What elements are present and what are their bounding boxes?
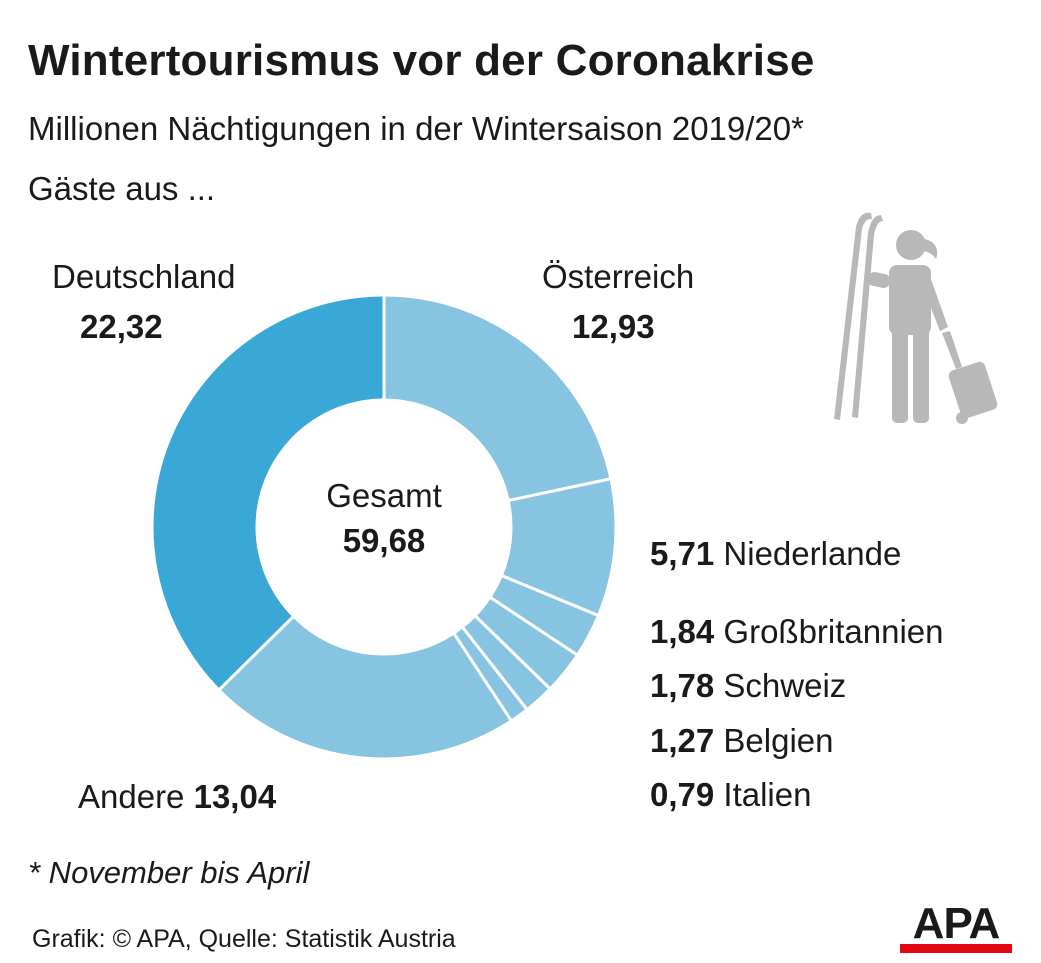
- legend-name: Schweiz: [723, 667, 847, 704]
- legend-name: Belgien: [723, 722, 834, 759]
- chart-subtitle: Millionen Nächtigungen in der Wintersais…: [28, 110, 804, 147]
- legend-item-belgien: 1,27 Belgien: [650, 722, 834, 760]
- legend-name: Italien: [723, 776, 812, 813]
- apa-logo: APA: [900, 899, 1012, 953]
- legend-value: 1,78: [650, 667, 715, 704]
- source-credit: Grafik: © APA, Quelle: Statistik Austria: [32, 925, 456, 953]
- legend-item-italien: 0,79 Italien: [650, 776, 811, 814]
- label-oesterreich-name: Österreich: [542, 258, 695, 295]
- legend-value: 5,71: [650, 535, 715, 572]
- legend-value: 1,27: [650, 722, 715, 759]
- label-oesterreich-value: 12,93: [572, 308, 655, 345]
- label-andere: Andere 13,04: [78, 778, 276, 816]
- label-andere-name: Andere: [78, 778, 185, 815]
- label-deutschland-name: Deutschland: [52, 258, 236, 295]
- center-total-label: Gesamt: [326, 477, 442, 514]
- chart-title: Wintertourismus vor der Coronakrise: [28, 36, 815, 85]
- legend-value: 1,84: [650, 613, 715, 650]
- donut-slices: [150, 293, 618, 761]
- legend-item-niederlande: 5,71 Niederlande: [650, 535, 901, 573]
- apa-logo-text: APA: [912, 899, 1001, 948]
- slice-deutschland: [150, 293, 386, 693]
- label-andere-value: 13,04: [193, 778, 277, 815]
- legend-value: 0,79: [650, 776, 715, 813]
- slice-oesterreich: [382, 293, 613, 503]
- label-deutschland-value: 22,32: [80, 308, 163, 345]
- legend-item-grossbritannien: 1,84 Großbritannien: [650, 613, 944, 651]
- apa-logo-bar: [900, 944, 1012, 953]
- guests-from-label: Gäste aus ...: [28, 170, 216, 207]
- skier-with-suitcase-icon: [834, 212, 998, 424]
- slice-andere: [216, 614, 514, 761]
- legend-name: Niederlande: [723, 535, 902, 572]
- center-total-value: 59,68: [343, 522, 426, 559]
- legend-item-schweiz: 1,78 Schweiz: [650, 667, 846, 705]
- legend-name: Großbritannien: [723, 613, 944, 650]
- footnote: * November bis April: [28, 855, 310, 890]
